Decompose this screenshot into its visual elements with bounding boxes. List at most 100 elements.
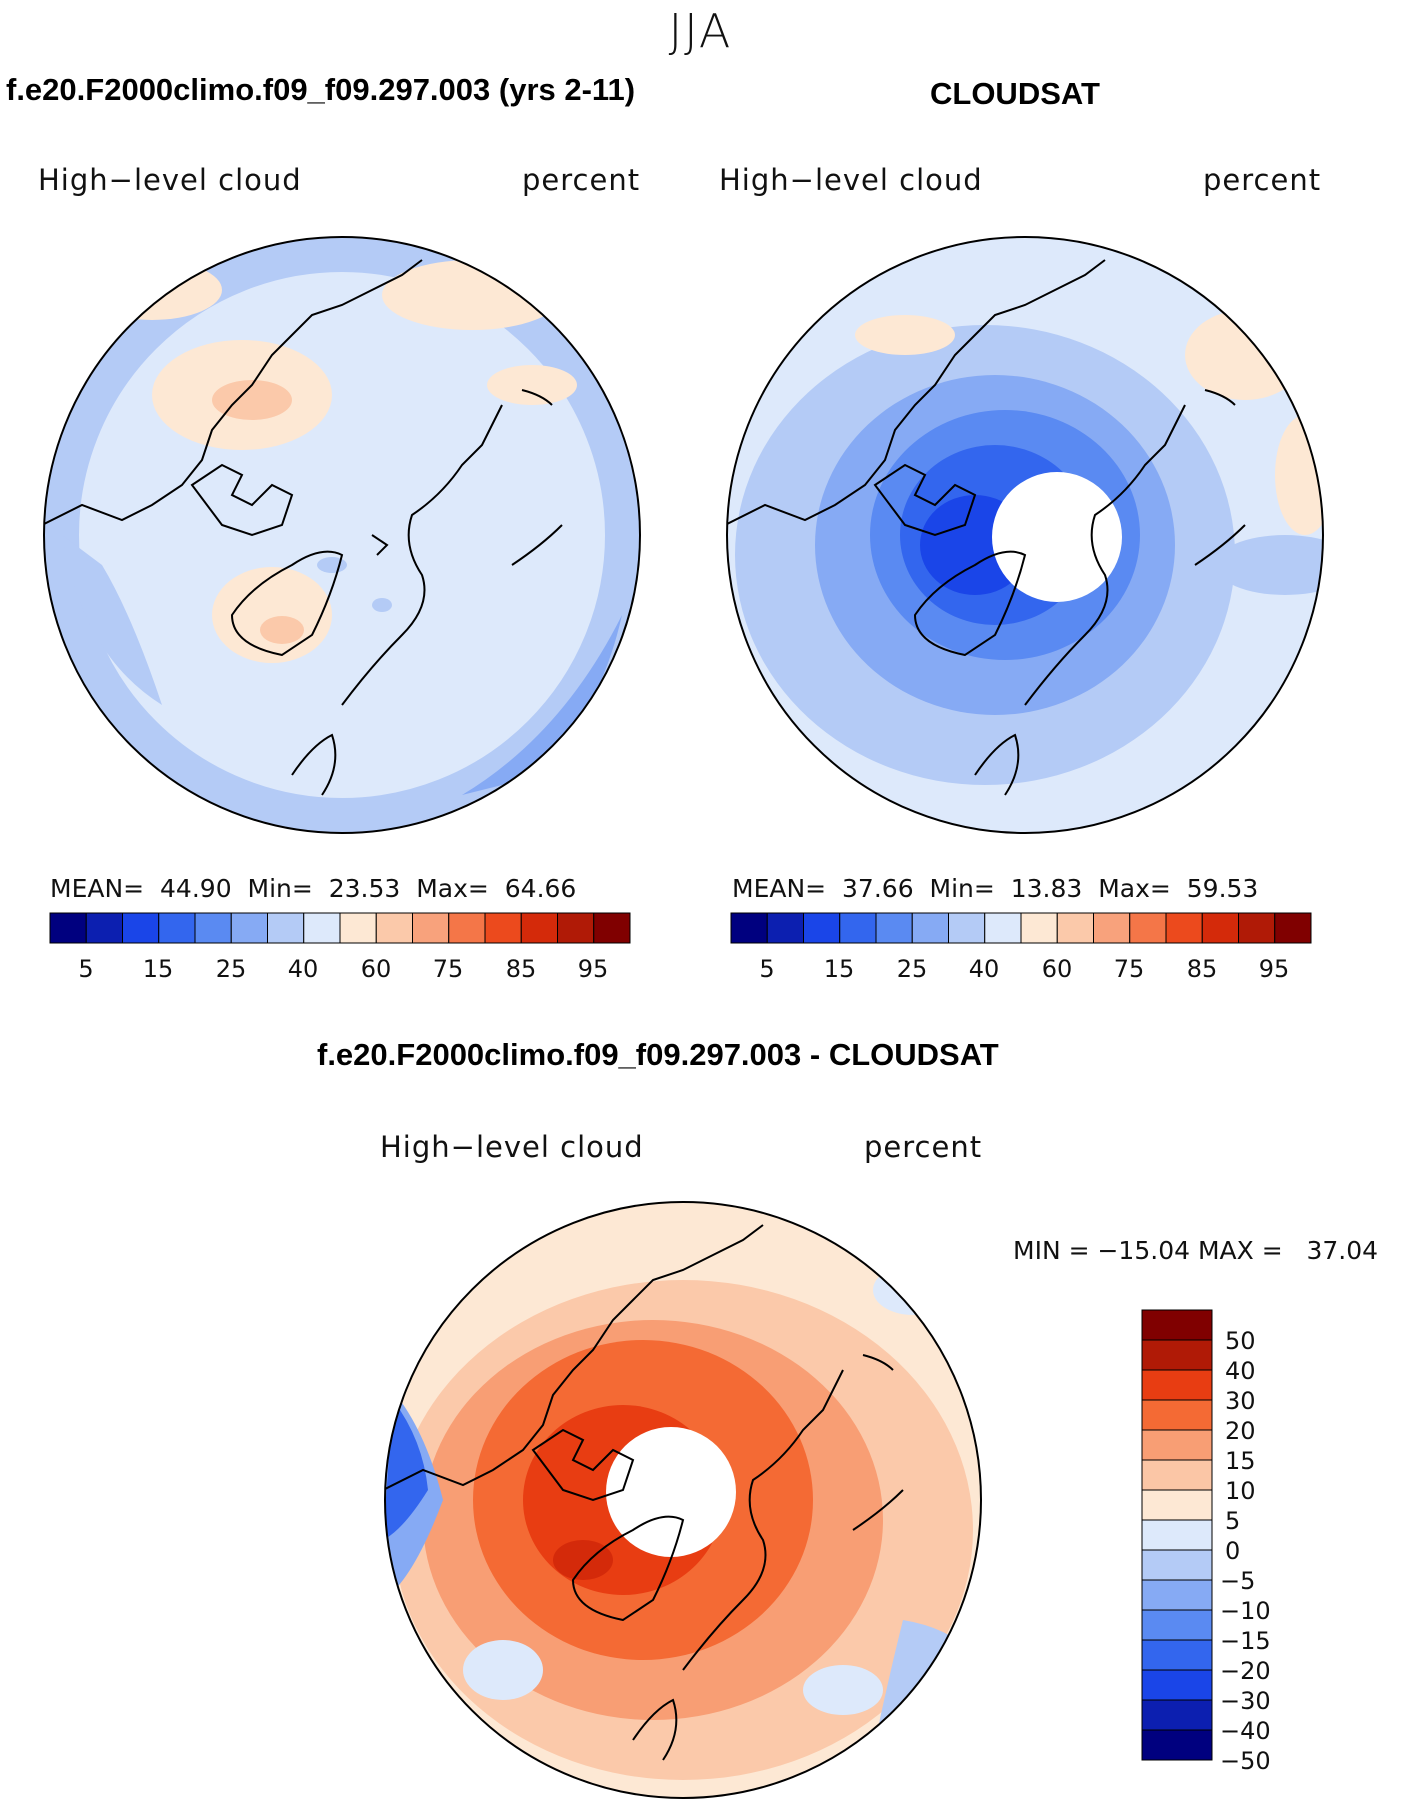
colorbar-swatch	[593, 912, 631, 944]
model-max-label: Max=	[416, 874, 489, 903]
diff-tick-30: 30	[1225, 1387, 1256, 1415]
obs-tick-60: 60	[1041, 955, 1073, 983]
model-max-value: 64.66	[504, 874, 577, 903]
colorbar-swatch	[803, 912, 841, 944]
model-tick-40: 40	[287, 955, 319, 983]
diff-units-label: percent	[864, 1130, 983, 1164]
model-tick-25: 25	[215, 955, 247, 983]
colorbar-swatch	[557, 912, 595, 944]
model-tick-75: 75	[432, 955, 464, 983]
model-units-label: percent	[522, 163, 641, 197]
season-title: JJA	[668, 4, 733, 58]
obs-tick-25: 25	[896, 955, 928, 983]
diff-tick-m40: −40	[1220, 1717, 1271, 1745]
colorbar-swatch	[339, 912, 377, 944]
colorbar-swatch	[448, 912, 486, 944]
colorbar-swatch	[194, 912, 232, 944]
colorbar-swatch	[1141, 1729, 1213, 1761]
colorbar-swatch	[1141, 1399, 1213, 1431]
colorbar-swatch	[1141, 1309, 1213, 1341]
diff-tick-40: 40	[1225, 1357, 1256, 1385]
obs-max-value: 59.53	[1186, 874, 1259, 903]
obs-mean-label: MEAN=	[732, 874, 827, 903]
obs-max-label: Max=	[1098, 874, 1171, 903]
model-mean-value: 44.90	[160, 874, 232, 903]
diff-tick-10: 10	[1225, 1477, 1256, 1505]
obs-polar-map	[726, 236, 1324, 834]
diff-case-title: f.e20.F2000climo.f09_f09.297.003 - CLOUD…	[317, 1037, 999, 1072]
colorbar-swatch	[1141, 1609, 1213, 1641]
diff-tick-0: 0	[1225, 1537, 1241, 1565]
colorbar-swatch	[375, 912, 413, 944]
colorbar-swatch	[1141, 1669, 1213, 1701]
colorbar-swatch	[230, 912, 268, 944]
colorbar-swatch	[412, 912, 450, 944]
colorbar-swatch	[1201, 912, 1239, 944]
colorbar-swatch	[1141, 1519, 1213, 1551]
model-stats: MEAN= 44.90 Min= 23.53 Max= 64.66	[50, 874, 576, 903]
model-tick-15: 15	[142, 955, 174, 983]
model-case-title: f.e20.F2000climo.f09_f09.297.003 (yrs 2-…	[6, 72, 636, 107]
colorbar-swatch	[1238, 912, 1276, 944]
colorbar-swatch	[267, 912, 305, 944]
colorbar-swatch	[1141, 1549, 1213, 1581]
colorbar-swatch	[122, 912, 160, 944]
model-tick-85: 85	[505, 955, 537, 983]
obs-min-value: 13.83	[1010, 874, 1083, 903]
diff-tick-m20: −20	[1220, 1657, 1271, 1685]
obs-tick-15: 15	[823, 955, 855, 983]
diff-tick-50: 50	[1225, 1327, 1256, 1355]
model-tick-95: 95	[577, 955, 609, 983]
obs-tick-40: 40	[968, 955, 1000, 983]
diff-tick-5: 5	[1225, 1507, 1241, 1535]
colorbar-swatch	[1129, 912, 1167, 944]
obs-variable-label: High−level cloud	[719, 163, 983, 197]
diff-minmax: MIN = −15.04 MAX = 37.04	[1013, 1236, 1379, 1265]
colorbar-swatch	[1141, 1579, 1213, 1611]
colorbar-swatch	[49, 912, 87, 944]
diff-tick-m30: −30	[1220, 1687, 1271, 1715]
colorbar-swatch	[984, 912, 1022, 944]
colorbar-swatch	[1056, 912, 1094, 944]
diff-tick-m50: −50	[1220, 1747, 1271, 1775]
colorbar-swatch	[839, 912, 877, 944]
diff-tick-20: 20	[1225, 1417, 1256, 1445]
colorbar-swatch	[1141, 1489, 1213, 1521]
colorbar-swatch	[1165, 912, 1203, 944]
colorbar-swatch	[1141, 1459, 1213, 1491]
obs-mean-value: 37.66	[842, 874, 914, 903]
model-tick-5: 5	[78, 955, 94, 983]
colorbar-swatch	[1141, 1339, 1213, 1371]
model-variable-label: High−level cloud	[38, 163, 302, 197]
colorbar-swatch	[730, 912, 768, 944]
model-colorbar	[49, 912, 631, 944]
obs-tick-85: 85	[1186, 955, 1218, 983]
obs-tick-5: 5	[759, 955, 775, 983]
diff-tick-m10: −10	[1220, 1597, 1271, 1625]
colorbar-swatch	[1141, 1369, 1213, 1401]
diff-colorbar	[1141, 1309, 1213, 1761]
colorbar-swatch	[1141, 1429, 1213, 1461]
colorbar-swatch	[1141, 1699, 1213, 1731]
obs-case-title: CLOUDSAT	[930, 76, 1100, 111]
model-polar-map	[43, 236, 641, 834]
obs-colorbar	[730, 912, 1312, 944]
diff-tick-m15: −15	[1220, 1627, 1271, 1655]
model-min-label: Min=	[247, 874, 313, 903]
colorbar-swatch	[158, 912, 196, 944]
colorbar-swatch	[766, 912, 804, 944]
obs-tick-95: 95	[1258, 955, 1290, 983]
colorbar-swatch	[520, 912, 558, 944]
colorbar-swatch	[875, 912, 913, 944]
model-mean-label: MEAN=	[50, 874, 145, 903]
obs-min-label: Min=	[929, 874, 995, 903]
diff-tick-15: 15	[1225, 1447, 1256, 1475]
obs-stats: MEAN= 37.66 Min= 13.83 Max= 59.53	[732, 874, 1258, 903]
colorbar-swatch	[484, 912, 522, 944]
colorbar-swatch	[1093, 912, 1131, 944]
colorbar-swatch	[85, 912, 123, 944]
model-tick-60: 60	[360, 955, 392, 983]
colorbar-swatch	[1141, 1639, 1213, 1671]
colorbar-swatch	[303, 912, 341, 944]
colorbar-swatch	[911, 912, 949, 944]
